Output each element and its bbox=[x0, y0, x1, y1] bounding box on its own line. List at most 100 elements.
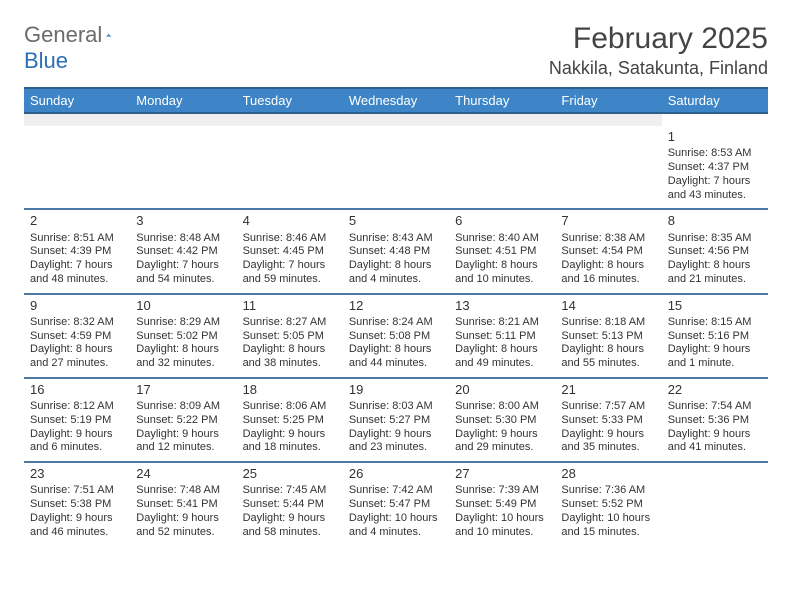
day-header-row: Sunday Monday Tuesday Wednesday Thursday… bbox=[24, 87, 768, 114]
sunrise-text: Sunrise: 8:21 AM bbox=[455, 316, 549, 330]
calendar-grid: 1 Sunrise: 8:53 AM Sunset: 4:37 PM Dayli… bbox=[24, 114, 768, 545]
sail-icon bbox=[106, 25, 112, 45]
daylight-text: Daylight: 7 hours bbox=[243, 259, 337, 273]
day-number: 8 bbox=[668, 213, 762, 229]
sunrise-text: Sunrise: 8:27 AM bbox=[243, 316, 337, 330]
sunrise-text: Sunrise: 8:29 AM bbox=[136, 316, 230, 330]
day-number: 6 bbox=[455, 213, 549, 229]
daylight-text: and 46 minutes. bbox=[30, 526, 124, 540]
day-header: Wednesday bbox=[343, 89, 449, 112]
page-title: February 2025 bbox=[549, 22, 768, 56]
day-cell: 23 Sunrise: 7:51 AM Sunset: 5:38 PM Dayl… bbox=[24, 463, 130, 545]
blank-cell bbox=[237, 114, 343, 126]
day-number: 19 bbox=[349, 382, 443, 398]
sunset-text: Sunset: 4:39 PM bbox=[30, 245, 124, 259]
daylight-text: Daylight: 8 hours bbox=[243, 343, 337, 357]
daylight-text: and 32 minutes. bbox=[136, 357, 230, 371]
daylight-text: Daylight: 9 hours bbox=[455, 428, 549, 442]
empty-cell bbox=[24, 126, 130, 208]
day-cell: 18 Sunrise: 8:06 AM Sunset: 5:25 PM Dayl… bbox=[237, 379, 343, 461]
daylight-text: and 16 minutes. bbox=[561, 273, 655, 287]
daylight-text: Daylight: 8 hours bbox=[30, 343, 124, 357]
day-number: 28 bbox=[561, 466, 655, 482]
daylight-text: Daylight: 8 hours bbox=[561, 343, 655, 357]
sunrise-text: Sunrise: 7:36 AM bbox=[561, 484, 655, 498]
daylight-text: and 4 minutes. bbox=[349, 273, 443, 287]
day-number: 25 bbox=[243, 466, 337, 482]
daylight-text: Daylight: 10 hours bbox=[455, 512, 549, 526]
day-number: 16 bbox=[30, 382, 124, 398]
sunrise-text: Sunrise: 8:48 AM bbox=[136, 232, 230, 246]
sunrise-text: Sunrise: 8:09 AM bbox=[136, 400, 230, 414]
sunrise-text: Sunrise: 8:40 AM bbox=[455, 232, 549, 246]
daylight-text: and 12 minutes. bbox=[136, 441, 230, 455]
sunset-text: Sunset: 5:47 PM bbox=[349, 498, 443, 512]
sunrise-text: Sunrise: 7:48 AM bbox=[136, 484, 230, 498]
day-number: 13 bbox=[455, 298, 549, 314]
sunrise-text: Sunrise: 8:12 AM bbox=[30, 400, 124, 414]
blank-cell bbox=[343, 114, 449, 126]
day-cell: 3 Sunrise: 8:48 AM Sunset: 4:42 PM Dayli… bbox=[130, 210, 236, 292]
day-number: 12 bbox=[349, 298, 443, 314]
daylight-text: Daylight: 8 hours bbox=[136, 343, 230, 357]
sunrise-text: Sunrise: 8:43 AM bbox=[349, 232, 443, 246]
sunset-text: Sunset: 5:11 PM bbox=[455, 330, 549, 344]
daylight-text: Daylight: 10 hours bbox=[561, 512, 655, 526]
daylight-text: Daylight: 8 hours bbox=[455, 259, 549, 273]
sunrise-text: Sunrise: 8:00 AM bbox=[455, 400, 549, 414]
day-cell: 27 Sunrise: 7:39 AM Sunset: 5:49 PM Dayl… bbox=[449, 463, 555, 545]
day-cell: 4 Sunrise: 8:46 AM Sunset: 4:45 PM Dayli… bbox=[237, 210, 343, 292]
daylight-text: Daylight: 8 hours bbox=[561, 259, 655, 273]
daylight-text: Daylight: 9 hours bbox=[136, 512, 230, 526]
sunset-text: Sunset: 5:19 PM bbox=[30, 414, 124, 428]
daylight-text: and 10 minutes. bbox=[455, 526, 549, 540]
blank-cell bbox=[130, 114, 236, 126]
sunrise-text: Sunrise: 8:46 AM bbox=[243, 232, 337, 246]
day-cell: 19 Sunrise: 8:03 AM Sunset: 5:27 PM Dayl… bbox=[343, 379, 449, 461]
day-cell: 8 Sunrise: 8:35 AM Sunset: 4:56 PM Dayli… bbox=[662, 210, 768, 292]
sunrise-text: Sunrise: 8:38 AM bbox=[561, 232, 655, 246]
sunset-text: Sunset: 5:08 PM bbox=[349, 330, 443, 344]
day-cell: 24 Sunrise: 7:48 AM Sunset: 5:41 PM Dayl… bbox=[130, 463, 236, 545]
sunset-text: Sunset: 4:59 PM bbox=[30, 330, 124, 344]
day-cell: 5 Sunrise: 8:43 AM Sunset: 4:48 PM Dayli… bbox=[343, 210, 449, 292]
empty-cell bbox=[237, 126, 343, 208]
day-cell: 2 Sunrise: 8:51 AM Sunset: 4:39 PM Dayli… bbox=[24, 210, 130, 292]
day-number: 9 bbox=[30, 298, 124, 314]
day-cell: 20 Sunrise: 8:00 AM Sunset: 5:30 PM Dayl… bbox=[449, 379, 555, 461]
day-number: 17 bbox=[136, 382, 230, 398]
sunset-text: Sunset: 4:51 PM bbox=[455, 245, 549, 259]
sunrise-text: Sunrise: 7:54 AM bbox=[668, 400, 762, 414]
daylight-text: Daylight: 9 hours bbox=[668, 343, 762, 357]
day-cell: 6 Sunrise: 8:40 AM Sunset: 4:51 PM Dayli… bbox=[449, 210, 555, 292]
sunset-text: Sunset: 4:56 PM bbox=[668, 245, 762, 259]
daylight-text: and 54 minutes. bbox=[136, 273, 230, 287]
daylight-text: Daylight: 9 hours bbox=[30, 512, 124, 526]
day-header: Saturday bbox=[662, 89, 768, 112]
brand-logo: General bbox=[24, 22, 136, 48]
brand-part2: Blue bbox=[24, 48, 68, 74]
day-header: Thursday bbox=[449, 89, 555, 112]
sunrise-text: Sunrise: 8:51 AM bbox=[30, 232, 124, 246]
daylight-text: and 29 minutes. bbox=[455, 441, 549, 455]
daylight-text: and 4 minutes. bbox=[349, 526, 443, 540]
sunrise-text: Sunrise: 8:18 AM bbox=[561, 316, 655, 330]
daylight-text: Daylight: 7 hours bbox=[30, 259, 124, 273]
sunset-text: Sunset: 5:41 PM bbox=[136, 498, 230, 512]
empty-cell bbox=[449, 126, 555, 208]
day-header: Monday bbox=[130, 89, 236, 112]
empty-cell bbox=[343, 126, 449, 208]
day-number: 7 bbox=[561, 213, 655, 229]
sunrise-text: Sunrise: 8:24 AM bbox=[349, 316, 443, 330]
sunrise-text: Sunrise: 8:15 AM bbox=[668, 316, 762, 330]
empty-cell bbox=[555, 126, 661, 208]
day-cell: 17 Sunrise: 8:09 AM Sunset: 5:22 PM Dayl… bbox=[130, 379, 236, 461]
day-number: 21 bbox=[561, 382, 655, 398]
daylight-text: and 43 minutes. bbox=[668, 189, 762, 203]
sunset-text: Sunset: 4:42 PM bbox=[136, 245, 230, 259]
daylight-text: Daylight: 10 hours bbox=[349, 512, 443, 526]
daylight-text: and 41 minutes. bbox=[668, 441, 762, 455]
sunset-text: Sunset: 5:13 PM bbox=[561, 330, 655, 344]
sunset-text: Sunset: 5:25 PM bbox=[243, 414, 337, 428]
daylight-text: Daylight: 8 hours bbox=[455, 343, 549, 357]
